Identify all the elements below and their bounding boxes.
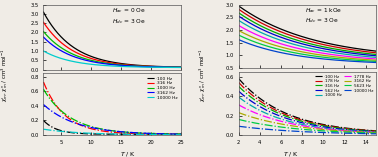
Legend: 100 Hz, 316 Hz, 1000 Hz, 3162 Hz, 10000 Hz: 100 Hz, 316 Hz, 1000 Hz, 3162 Hz, 10000 … xyxy=(146,76,179,100)
Text: $H_{ac}$ = 0 Oe: $H_{ac}$ = 0 Oe xyxy=(112,6,146,15)
Text: $T$ / K: $T$ / K xyxy=(283,150,299,157)
Text: $\chi_{m}^{\prime}$, $\chi_{m}^{\prime\prime}$ / cm$^{3}$ mol$^{-1}$: $\chi_{m}^{\prime}$, $\chi_{m}^{\prime\p… xyxy=(197,49,208,102)
Text: $H_{ac}$ = 1 kOe: $H_{ac}$ = 1 kOe xyxy=(305,6,342,15)
Text: $H_{dc}$ = 3 Oe: $H_{dc}$ = 3 Oe xyxy=(305,16,338,25)
Legend: 100 Hz, 178 Hz, 316 Hz, 562 Hz, 1000 Hz, 1778 Hz, 3162 Hz, 5623 Hz, 10000 Hz: 100 Hz, 178 Hz, 316 Hz, 562 Hz, 1000 Hz,… xyxy=(314,74,374,98)
Text: $H_{dc}$ = 3 Oe: $H_{dc}$ = 3 Oe xyxy=(112,17,146,26)
Text: $\chi_{m}^{\prime}$, $\chi_{m}^{\prime\prime}$ / cm$^{3}$ mol$^{-1}$: $\chi_{m}^{\prime}$, $\chi_{m}^{\prime\p… xyxy=(0,49,10,102)
Text: $T$ / K: $T$ / K xyxy=(121,150,136,157)
